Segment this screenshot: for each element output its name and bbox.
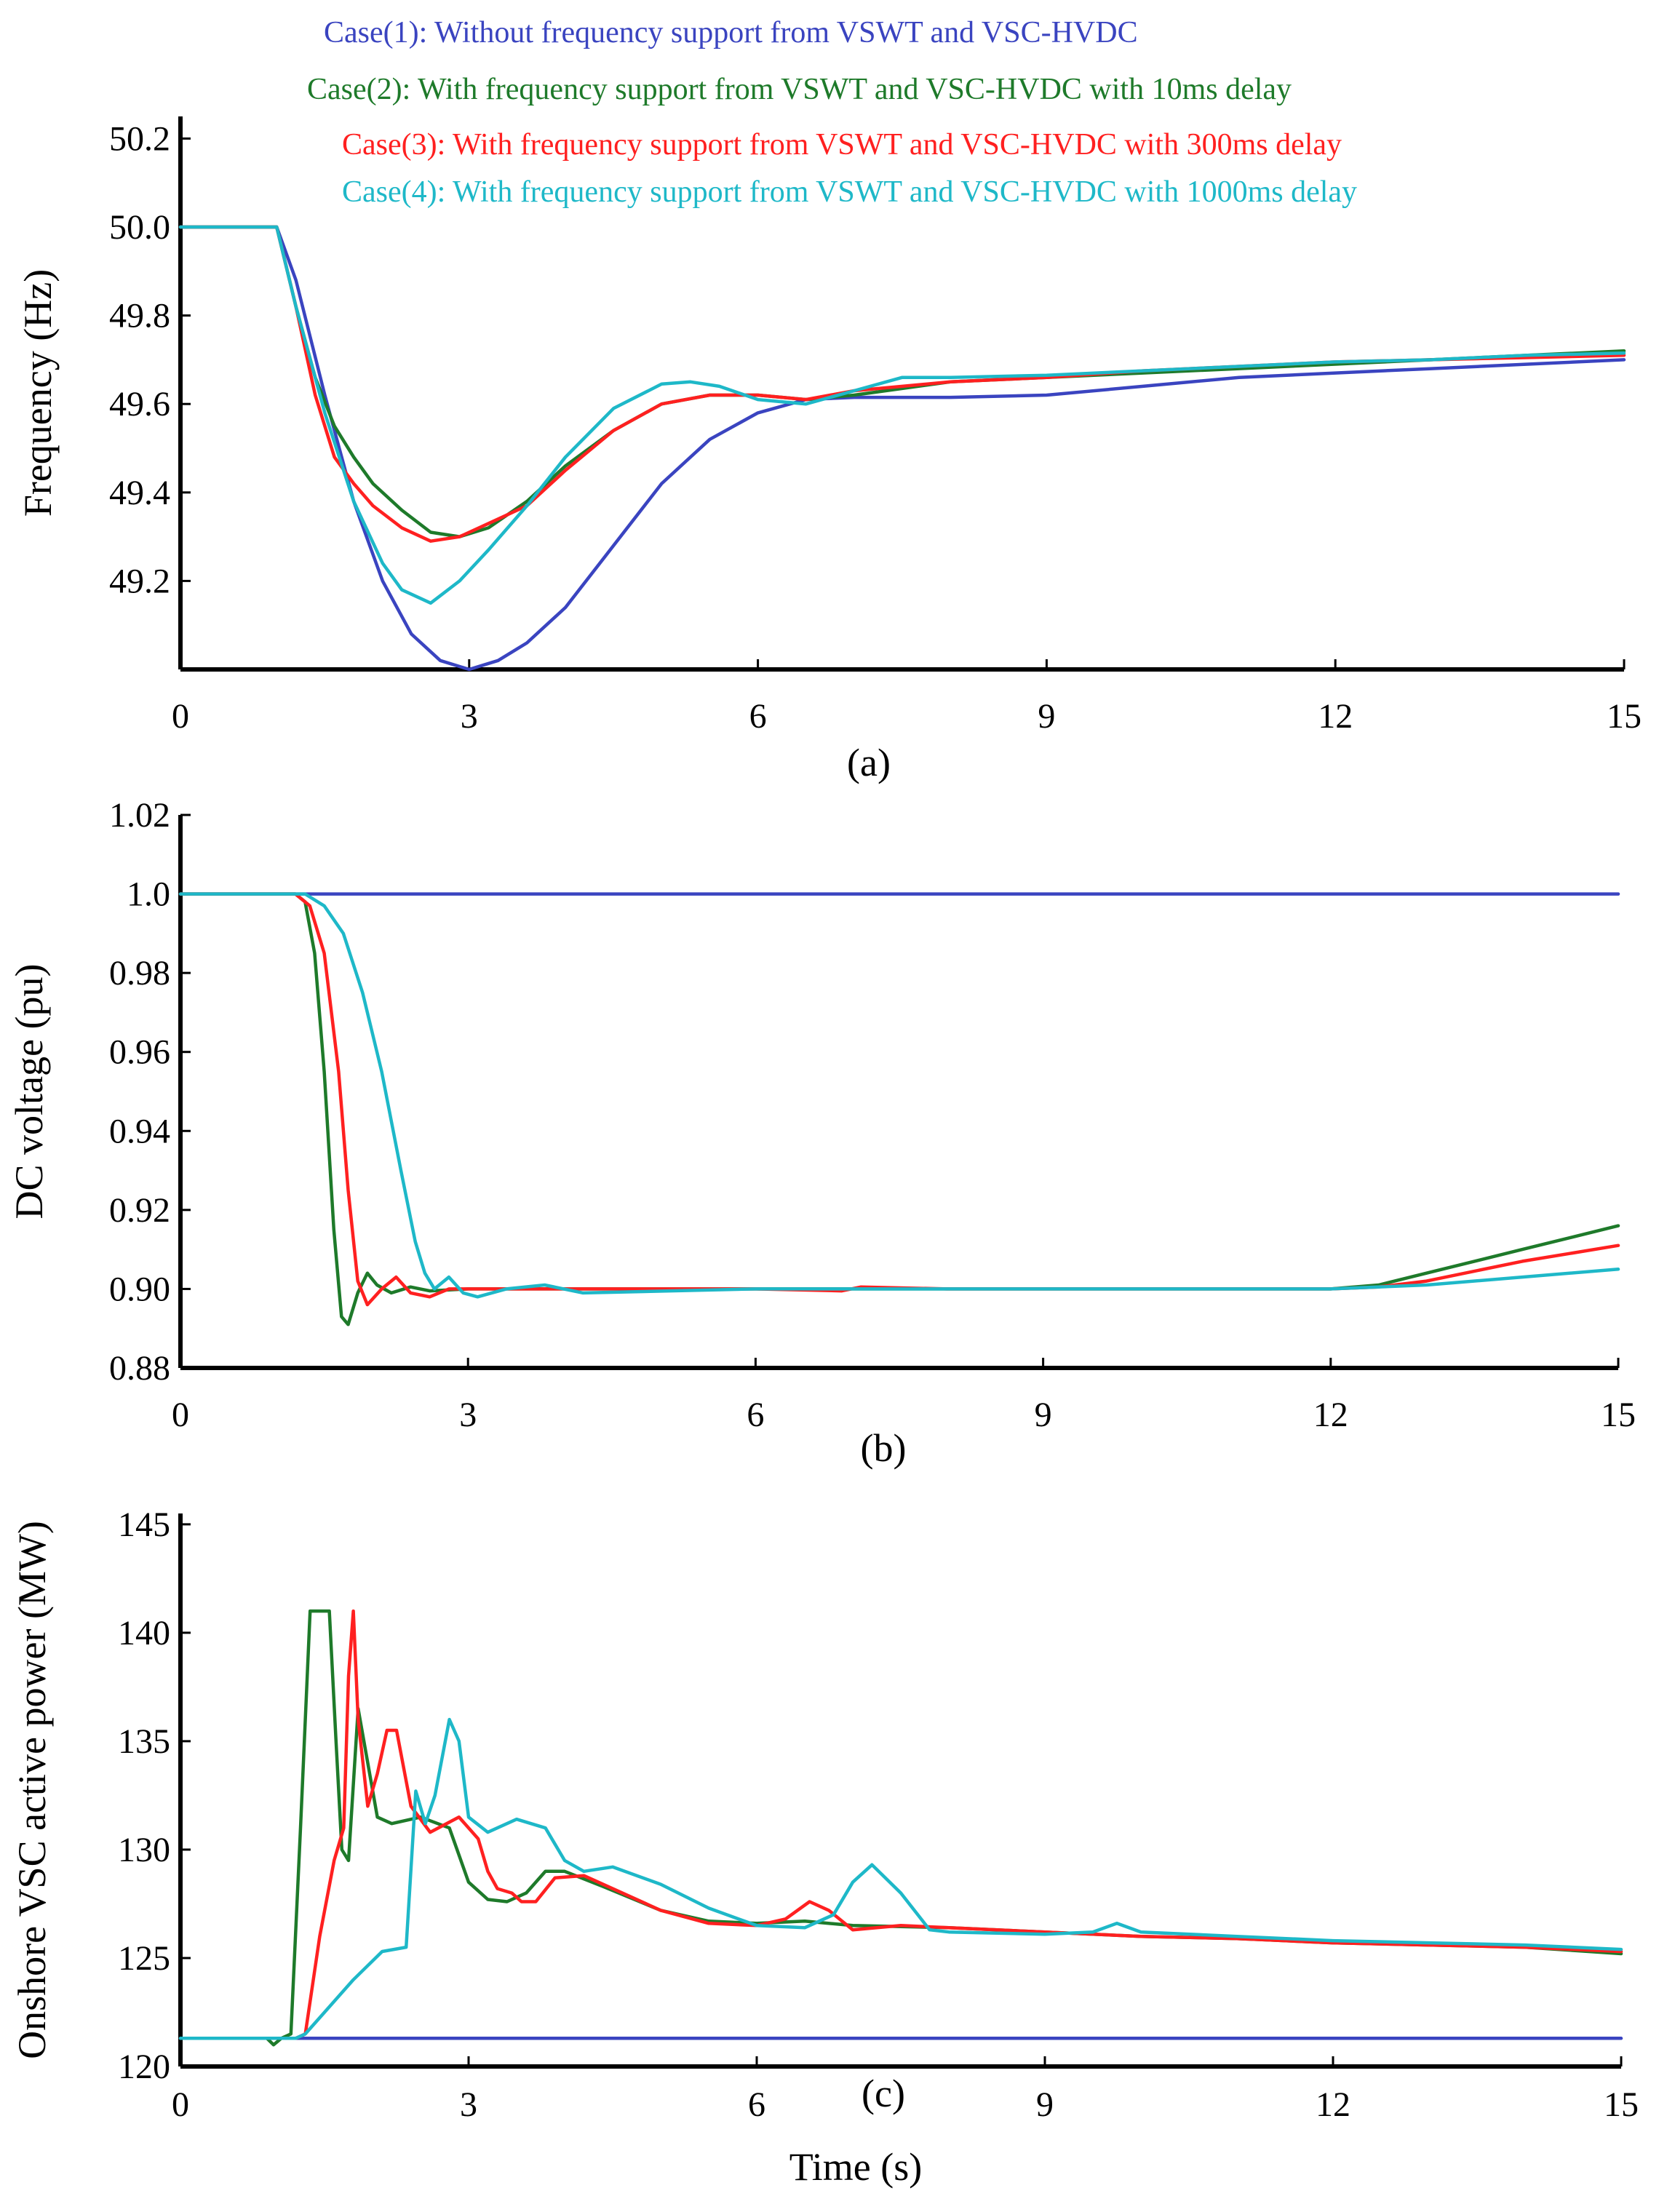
y-tick-label: 49.8 bbox=[109, 297, 170, 335]
series-line-c-case3 bbox=[178, 1609, 1623, 2040]
x-tick-label: 9 bbox=[1036, 2085, 1054, 2124]
y-tick-label: 140 bbox=[118, 1614, 170, 1652]
y-tick-label: 120 bbox=[118, 2048, 170, 2086]
y-tick-label: 49.2 bbox=[109, 562, 170, 600]
y-tick-label: 125 bbox=[118, 1939, 170, 1978]
series-line-a-case4 bbox=[178, 225, 1626, 605]
x-tick-label: 12 bbox=[1316, 2085, 1350, 2124]
y-tick-label: 49.6 bbox=[109, 385, 170, 423]
panel-label-b: (b) bbox=[861, 1426, 907, 1470]
x-tick-label: 15 bbox=[1601, 1396, 1636, 1434]
y-tick-label: 0.96 bbox=[109, 1033, 170, 1072]
series-line-a-case2 bbox=[178, 225, 1626, 538]
x-tick-label: 3 bbox=[459, 1396, 477, 1434]
y-tick-label: 0.90 bbox=[109, 1270, 170, 1308]
chart-panel-a: 49.2 49.4 49.6 49.8 50.0 50.2 0 3 6 9 12 15 Frequenc… bbox=[16, 116, 1642, 736]
panel-label-c: (c) bbox=[862, 2072, 905, 2115]
y-tick-label: 1.0 bbox=[127, 875, 170, 914]
y-tick-label: 50.0 bbox=[109, 208, 170, 247]
x-axis-label: Time (s) bbox=[789, 2145, 923, 2189]
series-line-b-case3 bbox=[178, 892, 1620, 1307]
legend-entry-case3: Case(3): With frequency support from VSW… bbox=[342, 128, 1342, 162]
x-tick-label: 9 bbox=[1038, 697, 1055, 736]
x-tick-label: 0 bbox=[172, 2085, 189, 2124]
x-tick-label: 3 bbox=[461, 697, 478, 736]
y-tick-label: 0.88 bbox=[109, 1349, 170, 1388]
panel-label-a: (a) bbox=[847, 741, 891, 784]
x-tick-label: 3 bbox=[460, 2085, 477, 2124]
x-tick-label: 6 bbox=[747, 1396, 764, 1434]
series-line-c-case4 bbox=[178, 1717, 1623, 2040]
series-line-a-case3 bbox=[178, 225, 1626, 543]
series-line-b-case4 bbox=[178, 892, 1620, 1299]
y-tick-label: 145 bbox=[118, 1505, 170, 1544]
chart-panel-c: 120 125 130 135 140 145 0 3 6 9 12 15 Onshore VSC ac… bbox=[10, 1505, 1639, 2124]
series-line-a-case1 bbox=[178, 225, 1626, 672]
x-tick-label: 0 bbox=[172, 697, 189, 736]
x-tick-label: 15 bbox=[1604, 2085, 1639, 2124]
x-tick-label: 9 bbox=[1035, 1396, 1052, 1434]
y-tick-label: 0.94 bbox=[109, 1112, 170, 1150]
y-axis-label-b: DC voltage (pu) bbox=[7, 964, 51, 1220]
y-tick-label: 135 bbox=[118, 1722, 170, 1761]
chart-panel-b: 0.88 0.90 0.92 0.94 0.96 0.98 1.0 1.02 0 3 6 9 12 15 D… bbox=[7, 796, 1636, 1434]
x-tick-label: 12 bbox=[1318, 697, 1353, 736]
legend-entry-case2: Case(2): With frequency support from VSW… bbox=[307, 73, 1292, 106]
y-tick-label: 49.4 bbox=[109, 474, 170, 512]
y-tick-label: 130 bbox=[118, 1831, 170, 1869]
series-line-c-case2 bbox=[178, 1609, 1623, 2047]
x-tick-label: 0 bbox=[172, 1396, 189, 1434]
y-axis-label-a: Frequency (Hz) bbox=[16, 269, 60, 517]
y-tick-label: 50.2 bbox=[109, 119, 170, 158]
series-line-b-case2 bbox=[178, 892, 1620, 1326]
y-axis-label-c: Onshore VSC active power (MW) bbox=[10, 1521, 54, 2059]
x-tick-label: 15 bbox=[1607, 697, 1642, 736]
legend: Case(1): Without frequency support from … bbox=[307, 16, 1357, 209]
x-tick-label: 12 bbox=[1313, 1396, 1348, 1434]
y-tick-label: 0.92 bbox=[109, 1191, 170, 1230]
legend-entry-case1: Case(1): Without frequency support from … bbox=[324, 16, 1138, 49]
legend-entry-case4: Case(4): With frequency support from VSW… bbox=[342, 175, 1357, 209]
x-tick-label: 6 bbox=[748, 2085, 765, 2124]
y-tick-label: 1.02 bbox=[109, 796, 170, 835]
y-tick-label: 0.98 bbox=[109, 954, 170, 992]
x-tick-label: 6 bbox=[749, 697, 767, 736]
